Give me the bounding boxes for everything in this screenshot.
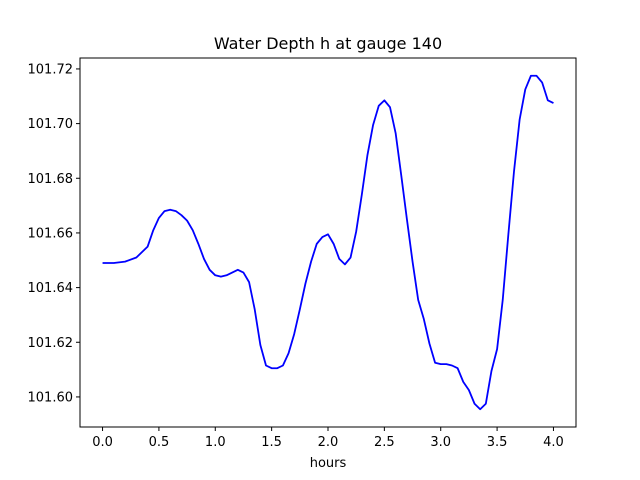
chart-title: Water Depth h at gauge 140 (214, 34, 442, 53)
y-tick-label: 101.62 (28, 336, 74, 351)
y-tick-label: 101.64 (28, 281, 74, 296)
y-tick-label: 101.68 (28, 172, 74, 187)
y-tick-label: 101.60 (28, 390, 74, 405)
x-tick-label: 3.5 (487, 435, 508, 450)
y-tick-label: 101.70 (28, 117, 74, 132)
y-tick-label: 101.72 (28, 62, 74, 77)
plot-frame (79, 57, 577, 428)
x-tick-label: 2.5 (374, 435, 395, 450)
x-axis-label: hours (310, 456, 347, 471)
x-tick-label: 4.0 (543, 435, 564, 450)
x-tick-label: 1.5 (261, 435, 282, 450)
x-tick-label: 1.0 (205, 435, 226, 450)
x-tick-label: 0.5 (149, 435, 170, 450)
plot-content (102, 74, 554, 411)
x-tick-label: 0.0 (92, 435, 113, 450)
x-tick-label: 2.0 (318, 435, 339, 450)
x-tick-label: 3.0 (430, 435, 451, 450)
x-axis: 0.0 0.5 1.0 1.5 2.0 2.5 3.0 3.5 4.0 (92, 427, 564, 450)
y-tick-label: 101.66 (28, 226, 74, 241)
series-line-0 (102, 74, 554, 411)
y-axis: 101.60 101.62 101.64 101.66 101.68 101.70 101.… (28, 62, 80, 405)
